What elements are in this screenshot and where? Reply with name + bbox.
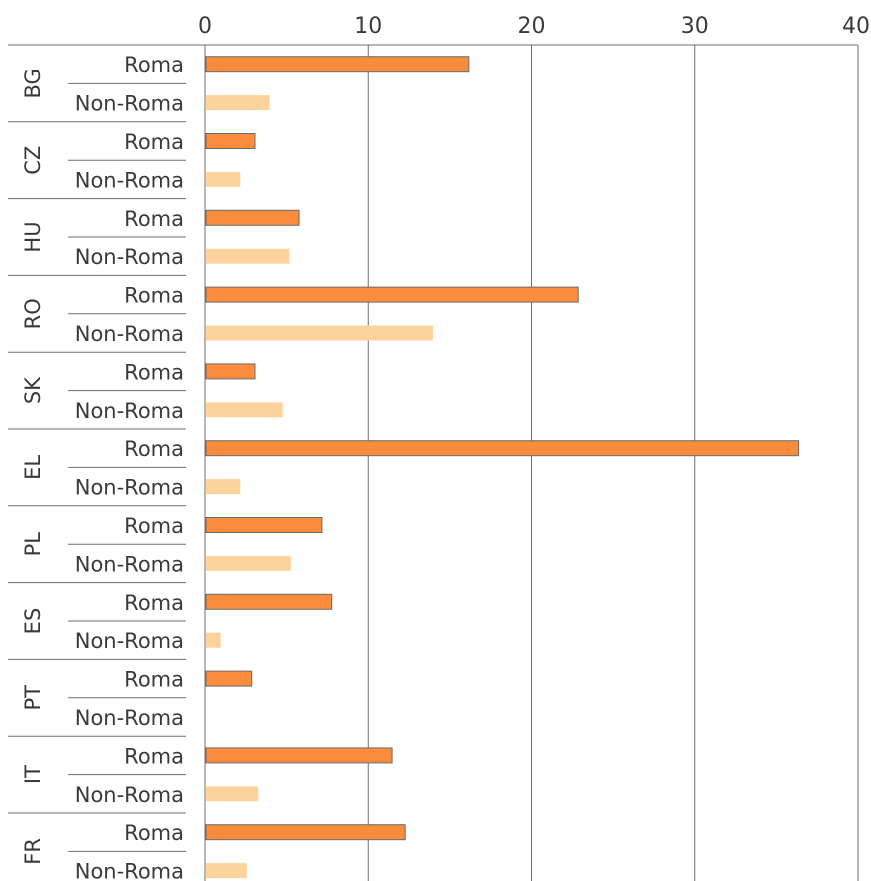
category-label: Roma	[124, 744, 184, 768]
bars	[205, 56, 800, 879]
group-label: HU	[21, 221, 45, 252]
bar-roma	[205, 363, 256, 380]
group-label: EL	[21, 455, 45, 480]
group-label: SK	[21, 376, 45, 404]
category-label: Non-Roma	[75, 476, 184, 500]
x-tick-label: 40	[842, 14, 870, 39]
bar-roma	[205, 133, 256, 149]
bar-roma	[205, 209, 300, 226]
bar-roma	[205, 440, 800, 457]
group-label: CZ	[21, 146, 45, 175]
category-label: Non-Roma	[75, 322, 184, 346]
category-label: Non-Roma	[75, 552, 184, 576]
bar-roma	[205, 517, 323, 533]
category-label: Roma	[124, 360, 184, 384]
bar-roma	[205, 670, 253, 687]
group-label: IT	[21, 765, 45, 784]
category-label: Roma	[124, 591, 184, 615]
category-label: Non-Roma	[75, 860, 184, 881]
bar-non-roma	[206, 555, 291, 571]
group-label: PT	[21, 685, 45, 711]
category-label: Non-Roma	[75, 245, 184, 269]
category-label: Roma	[124, 284, 184, 308]
bar-non-roma	[206, 786, 259, 802]
category-label: Non-Roma	[75, 399, 184, 423]
x-axis-ticks: 0 10 20 30 40	[198, 14, 870, 39]
category-label: Roma	[124, 821, 184, 845]
bar-non-roma	[206, 479, 241, 495]
category-label: Non-Roma	[75, 706, 184, 730]
bar-roma	[205, 747, 393, 764]
grid-lines	[8, 44, 859, 881]
category-label: Roma	[124, 514, 184, 538]
x-tick-label: 10	[354, 14, 382, 39]
group-label: BG	[21, 68, 45, 98]
bar-non-roma	[206, 95, 270, 111]
bar-non-roma	[206, 325, 433, 341]
group-label: FR	[21, 838, 45, 865]
category-label: Roma	[124, 130, 184, 154]
bar-non-roma	[206, 248, 290, 264]
bar-roma	[205, 286, 579, 303]
group-label: RO	[21, 298, 45, 329]
bar-non-roma	[206, 171, 241, 187]
x-tick-label: 20	[518, 14, 546, 39]
category-label: Non-Roma	[75, 783, 184, 807]
bar-roma	[205, 824, 406, 841]
category-label: Non-Roma	[75, 629, 184, 653]
category-label: Roma	[124, 207, 184, 231]
category-label: Roma	[124, 437, 184, 461]
bar-non-roma	[206, 863, 247, 879]
category-label: Non-Roma	[75, 168, 184, 192]
category-label: Roma	[124, 668, 184, 692]
bar-roma	[205, 56, 470, 73]
category-label: Roma	[124, 53, 184, 77]
x-tick-label: 0	[198, 14, 212, 39]
bar-non-roma	[206, 632, 221, 648]
bar-roma	[205, 593, 333, 610]
x-tick-label: 30	[681, 14, 709, 39]
bar-non-roma	[206, 402, 283, 418]
category-label: Non-Roma	[75, 92, 184, 116]
group-label: PL	[21, 532, 45, 557]
category-axis: BG Roma Non-Roma CZ Roma Non-Roma HU Roma Non-Ro…	[8, 53, 186, 881]
group-label: ES	[21, 608, 45, 635]
